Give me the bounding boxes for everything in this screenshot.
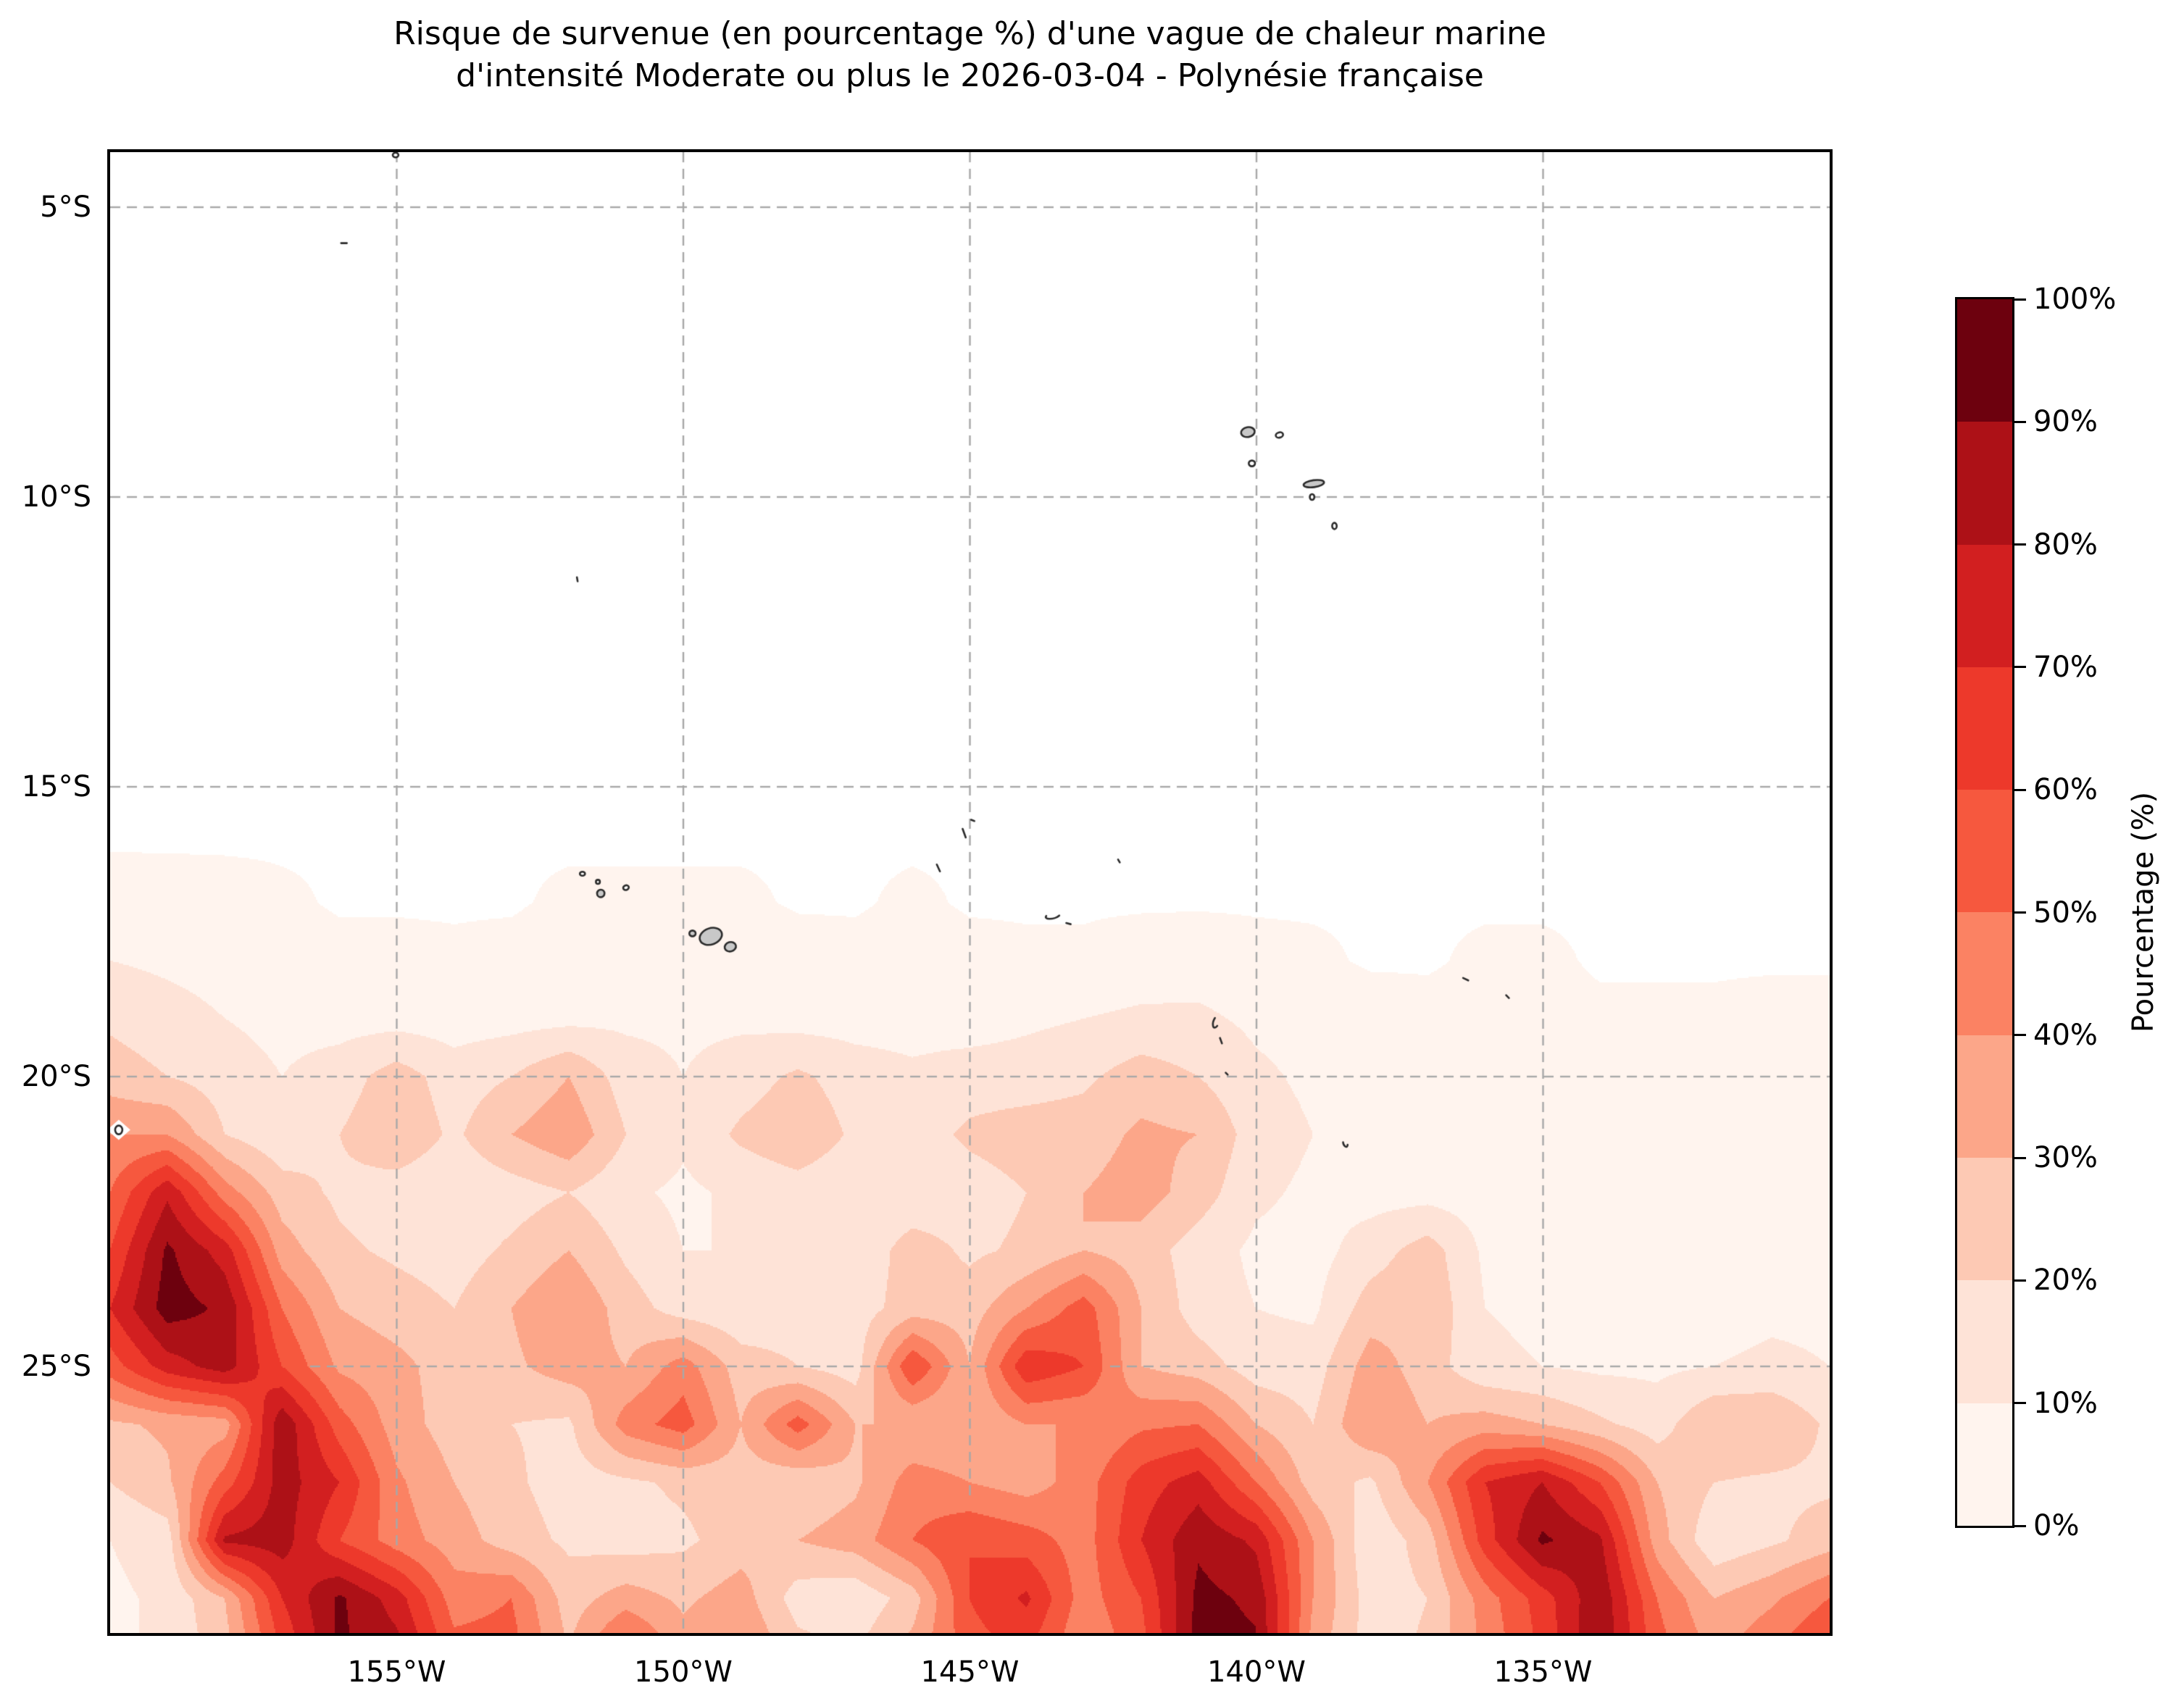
colorbar-segment (1957, 912, 2012, 1035)
x-axis-tick-label: 155°W (347, 1655, 446, 1689)
colorbar-tick-label: 60% (2033, 773, 2098, 807)
colorbar (1955, 297, 2014, 1528)
colorbar-tick (2014, 420, 2026, 423)
colorbar-segment (1957, 1158, 2012, 1281)
colorbar-segment (1957, 1403, 2012, 1526)
colorbar-tick-label: 40% (2033, 1018, 2098, 1052)
colorbar-tick-label: 30% (2033, 1141, 2098, 1175)
colorbar-tick (2014, 1402, 2026, 1405)
map-plot-area (107, 149, 1833, 1636)
colorbar-tick (2014, 298, 2026, 301)
colorbar-tick (2014, 911, 2026, 914)
colorbar-axis-label: Pourcentage (%) (2127, 791, 2160, 1033)
colorbar-segment (1957, 544, 2012, 667)
y-axis-tick-label: 20°S (21, 1060, 91, 1093)
x-axis-tick-label: 145°W (920, 1655, 1020, 1689)
colorbar-segment (1957, 299, 2012, 422)
x-axis-tick-label: 150°W (634, 1655, 733, 1689)
chart-title-line2: d'intensité Moderate ou plus le 2026-03-… (456, 57, 1484, 94)
colorbar-segment (1957, 790, 2012, 913)
colorbar-tick-label: 80% (2033, 527, 2098, 561)
colorbar-tick-label: 100% (2033, 283, 2117, 316)
colorbar-tick (2014, 543, 2026, 546)
colorbar-tick-label: 70% (2033, 650, 2098, 684)
colorbar-tick-label: 0% (2033, 1509, 2080, 1542)
colorbar-segment (1957, 1035, 2012, 1158)
y-axis-tick-label: 15°S (21, 770, 91, 803)
colorbar-tick (2014, 788, 2026, 791)
colorbar-tick (2014, 1524, 2026, 1527)
colorbar-tick (2014, 1279, 2026, 1282)
colorbar-tick (2014, 666, 2026, 669)
y-axis-tick-label: 5°S (40, 191, 91, 224)
colorbar-tick-label: 10% (2033, 1386, 2098, 1420)
chart-title-line1: Risque de survenue (en pourcentage %) d'… (393, 15, 1546, 52)
x-axis-tick-label: 135°W (1493, 1655, 1593, 1689)
map-canvas (110, 152, 1830, 1633)
colorbar-segment (1957, 667, 2012, 790)
y-axis-tick-label: 25°S (21, 1350, 91, 1383)
colorbar-tick (2014, 1034, 2026, 1037)
colorbar-tick-label: 90% (2033, 405, 2098, 439)
x-axis-tick-label: 140°W (1207, 1655, 1306, 1689)
colorbar-tick (2014, 1156, 2026, 1159)
colorbar-segment (1957, 422, 2012, 545)
colorbar-tick-label: 20% (2033, 1264, 2098, 1298)
y-axis-tick-label: 10°S (21, 480, 91, 514)
colorbar-segment (1957, 1280, 2012, 1403)
colorbar-tick-label: 50% (2033, 895, 2098, 930)
